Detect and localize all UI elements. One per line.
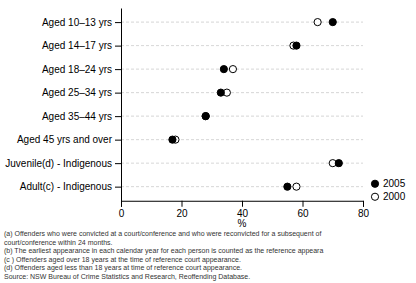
y-tick-mark xyxy=(115,140,121,141)
y-tick: Aged 35–44 yrs xyxy=(42,111,121,122)
dot xyxy=(202,113,209,120)
x-tick-mark xyxy=(363,201,364,207)
legend: 2005 2000 xyxy=(371,178,405,202)
x-tick: 60 xyxy=(297,201,309,219)
legend-label: 2000 xyxy=(383,191,406,202)
dot xyxy=(293,183,300,190)
y-tick-label: Aged 18–24 yrs xyxy=(42,64,112,75)
dot xyxy=(329,19,336,26)
dot xyxy=(335,160,342,167)
y-tick: Aged 14–17 yrs xyxy=(42,40,121,51)
footnote: (a) Offenders who were convicted at a co… xyxy=(4,230,321,238)
x-tick-label: 20 xyxy=(176,208,188,219)
y-tick-label: Aged 10–13 yrs xyxy=(42,17,112,28)
x-tick-mark xyxy=(182,201,183,207)
y-tick-mark xyxy=(115,116,121,117)
y-tick-mark xyxy=(115,22,121,23)
series xyxy=(172,19,336,191)
plot: 020406080Aged 10–13 yrsAged 14–17 yrsAge… xyxy=(5,9,369,219)
y-tick: Aged 10–13 yrs xyxy=(42,17,121,28)
legend-item: 2000 xyxy=(371,191,405,202)
footnote: (d) Offenders aged less than 18 years at… xyxy=(4,264,242,272)
dot xyxy=(229,66,236,73)
x-tick-mark xyxy=(121,201,122,207)
footnote: Source: NSW Bureau of Crime Statistics a… xyxy=(4,273,250,281)
dot xyxy=(217,89,224,96)
dot xyxy=(314,19,321,26)
y-axis: Aged 10–13 yrs Aged 14–17 yrs Aged 18–24 y… xyxy=(5,9,121,202)
grid-line xyxy=(121,116,363,117)
chart: 020406080Aged 10–13 yrsAged 14–17 yrsAge… xyxy=(0,0,416,283)
x-tick-label: 60 xyxy=(297,208,309,219)
y-axis-line xyxy=(121,9,122,202)
y-tick: Adult(c) - Indigenous xyxy=(20,181,121,192)
y-tick-mark xyxy=(115,187,121,188)
dot xyxy=(293,42,300,49)
grid-line xyxy=(121,163,363,164)
grid-line xyxy=(121,22,363,23)
y-tick-label: Aged 25–34 yrs xyxy=(42,87,112,98)
dot xyxy=(202,113,209,120)
grid-line xyxy=(121,45,363,46)
footnotes: (a) Offenders who were convicted at a co… xyxy=(4,230,323,281)
y-tick-label: Adult(c) - Indigenous xyxy=(20,181,112,192)
x-tick-mark xyxy=(303,201,304,207)
points xyxy=(169,19,343,191)
x-axis-line xyxy=(122,201,364,207)
dot xyxy=(284,183,291,190)
y-tick-label: Aged 35–44 yrs xyxy=(42,111,112,122)
y-tick-label: Juvenile(d) - Indigenous xyxy=(5,158,112,169)
footnote: (c ) Offenders aged over 18 years at the… xyxy=(4,256,241,264)
x-tick-mark xyxy=(242,201,243,207)
legend-item: 2005 xyxy=(371,178,405,189)
x-tick-label: 80 xyxy=(358,208,370,219)
footnote: court/conference within 24 months. xyxy=(4,239,113,246)
x-tick: 0 xyxy=(119,201,125,219)
grid-line xyxy=(121,139,363,140)
grid-line xyxy=(121,186,363,187)
x-tick: 40 xyxy=(237,201,249,219)
grid-line xyxy=(121,92,363,93)
x-tick: 20 xyxy=(176,201,188,219)
y-tick: Aged 45 yrs and over xyxy=(17,134,121,145)
y-tick-mark xyxy=(115,46,121,47)
dot xyxy=(169,136,176,143)
y-tick-mark xyxy=(115,93,121,94)
x-tick: 80 xyxy=(358,201,370,219)
y-tick-label: Aged 45 yrs and over xyxy=(17,134,113,145)
y-tick: Juvenile(d) - Indigenous xyxy=(5,158,121,169)
y-tick-label: Aged 14–17 yrs xyxy=(42,40,112,51)
y-tick-mark xyxy=(115,69,121,70)
dot xyxy=(220,66,227,73)
series xyxy=(169,19,343,191)
footnote: (b) The earliest appearance in each cale… xyxy=(4,247,323,255)
x-axis: 0 20 40 60 80 xyxy=(119,201,370,219)
legend-symbol xyxy=(371,180,378,187)
grid-line xyxy=(121,69,363,70)
x-tick-label: 0 xyxy=(119,208,125,219)
y-tick: Aged 25–34 yrs xyxy=(42,87,121,98)
y-tick-mark xyxy=(115,163,121,164)
legend-symbol xyxy=(371,193,378,200)
x-axis-title: % xyxy=(238,218,247,229)
legend-label: 2005 xyxy=(383,178,406,189)
y-tick: Aged 18–24 yrs xyxy=(42,64,121,75)
grid xyxy=(121,22,363,187)
